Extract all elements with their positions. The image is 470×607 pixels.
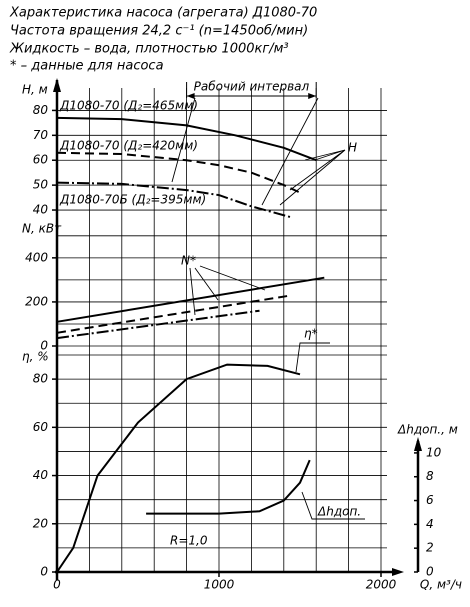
header-line: Частота вращения 24,2 с⁻¹ (n=1450об/мин)	[10, 24, 308, 39]
leader-line	[295, 342, 330, 373]
y-tick-label: 40	[33, 468, 49, 482]
curve	[56, 363, 301, 573]
curve	[56, 116, 317, 162]
annotation: H	[348, 141, 357, 155]
curve-label: Д1080-70 (Д₂=465мм)	[59, 99, 198, 113]
interval-label: Рабочий интервал	[194, 80, 310, 94]
x-tick-label: 0	[53, 578, 61, 592]
y2-tick-label: 2	[426, 541, 434, 555]
axis-arrow	[53, 78, 61, 92]
curve	[56, 151, 301, 194]
y-tick-label: 50	[33, 178, 49, 192]
y-tick-label: 0	[40, 565, 48, 579]
curve	[56, 294, 293, 334]
y-tick-label: 0	[40, 339, 48, 353]
leader-line	[301, 491, 365, 520]
curve-label: Д1080-70Б (Д₂=395мм)	[59, 193, 206, 207]
curve	[146, 459, 311, 515]
header-line: * – данные для насоса	[10, 59, 164, 74]
y-tick-label: 60	[33, 420, 49, 434]
y2-tick-label: 6	[426, 493, 434, 507]
header-line: Жидкость – вода, плотностью 1000кг/м³	[9, 42, 289, 57]
annotation: η*	[304, 327, 318, 341]
y-tick-label: 20	[33, 516, 49, 530]
y-tick-label: 60	[33, 153, 49, 167]
y2-tick-label: 4	[426, 517, 434, 531]
header: Характеристика насоса (агрегата) Д1080-7…	[9, 6, 317, 74]
header-line: Характеристика насоса (агрегата) Д1080-7…	[9, 6, 317, 21]
curve	[56, 309, 260, 340]
y-tick-label: 200	[25, 294, 48, 308]
y2-tick-label: 10	[426, 445, 442, 459]
y-axis-label: N, кВт	[22, 222, 62, 236]
annotation: N*	[181, 254, 196, 268]
y-tick-label: 400	[25, 250, 48, 264]
curve	[56, 181, 293, 219]
y-axis-label: H, м	[22, 83, 48, 97]
leader-line	[189, 265, 266, 316]
x-tick-label: 1000	[204, 578, 235, 592]
y-tick-label: 80	[33, 372, 49, 386]
y-tick-label: 40	[33, 203, 49, 217]
x-axis-label: Q, м³/ч	[420, 578, 462, 592]
y-axis-label: η, %	[22, 350, 49, 364]
x-tick-label: 2000	[366, 578, 397, 592]
y-tick-label: 80	[33, 103, 49, 117]
axis-arrow	[392, 568, 404, 576]
leader-line	[171, 97, 346, 206]
annotation: Δhдоп.	[317, 505, 361, 519]
y2-axis-label: Δhдоп., м	[397, 423, 458, 437]
y-tick-label: 70	[33, 128, 49, 142]
curve-label: Д1080-70 (Д₂=420мм)	[59, 139, 198, 153]
y2-tick-label: 0	[426, 565, 434, 579]
annotation: R=1,0	[170, 534, 208, 548]
axis-arrow	[414, 437, 422, 451]
y2-tick-label: 8	[426, 469, 434, 483]
curve	[56, 276, 325, 323]
